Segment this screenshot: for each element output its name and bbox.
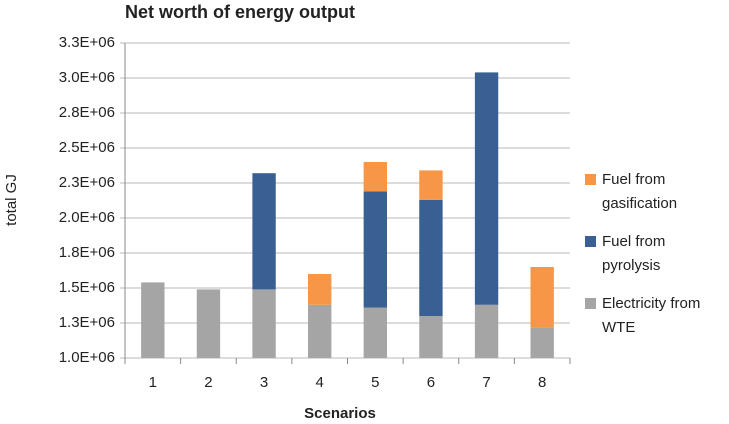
y-tick-label: 2.8E+06 <box>59 104 115 121</box>
bar-segment <box>419 316 443 358</box>
x-tick-label: 1 <box>149 374 157 391</box>
chart-title: Net worth of energy output <box>125 2 355 22</box>
x-tick-label: 2 <box>204 374 212 391</box>
x-tick-label: 8 <box>538 374 546 391</box>
legend-item: Fuel from pyrolysis <box>585 230 725 278</box>
y-tick-label: 2.0E+06 <box>59 209 115 226</box>
bar-segment <box>530 327 554 358</box>
y-tick-label: 3.0E+06 <box>59 69 115 86</box>
legend-swatch <box>585 298 596 309</box>
y-tick-label: 2.3E+06 <box>59 174 115 191</box>
y-tick-label: 1.0E+06 <box>59 349 115 366</box>
x-axis-label: Scenarios <box>304 405 376 422</box>
legend-swatch <box>585 236 596 247</box>
bar-segment <box>363 191 387 308</box>
y-tick-label: 1.5E+06 <box>59 279 115 296</box>
bar-segment <box>530 267 554 328</box>
x-tick-label: 6 <box>427 374 435 391</box>
bar-segment <box>196 289 221 358</box>
y-tick-label: 1.8E+06 <box>59 244 115 261</box>
bar-segment <box>252 289 276 358</box>
x-tick-label: 4 <box>316 374 324 391</box>
bar-segment <box>419 199 443 316</box>
y-tick-label: 1.3E+06 <box>59 314 115 331</box>
x-tick-label: 3 <box>260 374 268 391</box>
bar-segment <box>308 304 332 358</box>
y-tick-label: 3.3E+06 <box>59 34 115 51</box>
bar-segment <box>141 282 165 358</box>
legend: Fuel from gasification Fuel from pyrolysi… <box>585 168 725 354</box>
legend-item: Fuel from gasification <box>585 168 725 216</box>
bar-segment <box>474 72 499 305</box>
x-tick-label: 5 <box>371 374 379 391</box>
legend-label: Electricity from WTE <box>602 295 701 336</box>
bar-segment <box>419 170 443 200</box>
legend-label: Fuel from pyrolysis <box>602 233 666 274</box>
y-tick-label: 2.5E+06 <box>59 139 115 156</box>
legend-swatch <box>585 174 596 185</box>
legend-label: Fuel from gasification <box>602 171 678 212</box>
bar-segment <box>363 162 387 192</box>
bar-segment <box>363 307 387 358</box>
bar-segment <box>474 304 499 358</box>
y-axis-label: total GJ <box>3 174 20 226</box>
bar-segment <box>252 173 276 290</box>
legend-item: Electricity from WTE <box>585 292 725 340</box>
bar-segment <box>308 274 332 305</box>
x-tick-label: 7 <box>482 374 490 391</box>
